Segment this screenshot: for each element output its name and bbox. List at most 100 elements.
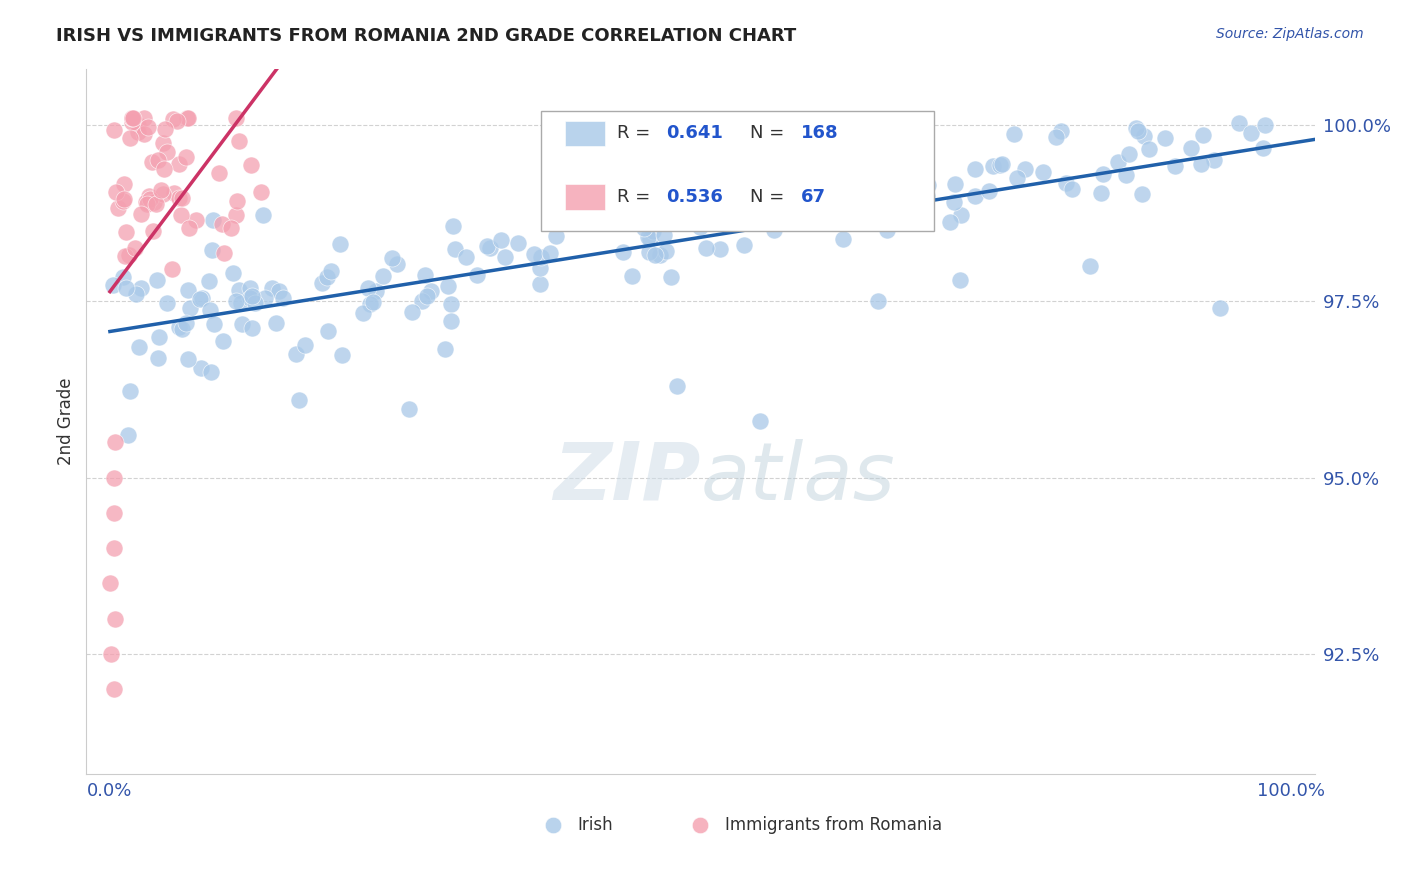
- Point: [1054, 176, 1077, 190]
- Point: [228, 283, 250, 297]
- Point: [762, 222, 785, 236]
- Point: [949, 208, 972, 222]
- Point: [169, 191, 191, 205]
- Point: [101, 277, 124, 292]
- Point: [832, 232, 855, 246]
- Point: [411, 293, 433, 308]
- Point: [172, 322, 194, 336]
- Point: [981, 159, 1004, 173]
- Point: [655, 244, 678, 258]
- Point: [228, 134, 250, 148]
- Point: [152, 136, 174, 151]
- Point: [454, 250, 477, 264]
- Point: [437, 279, 460, 293]
- Point: [1014, 161, 1036, 176]
- Point: [724, 199, 747, 213]
- Point: [652, 228, 675, 243]
- Point: [949, 273, 972, 287]
- Point: [943, 177, 966, 191]
- Text: N =: N =: [749, 188, 790, 206]
- Point: [977, 185, 1000, 199]
- Point: [176, 111, 198, 125]
- Point: [546, 228, 568, 243]
- Text: 168: 168: [801, 124, 839, 143]
- Point: [125, 287, 148, 301]
- Y-axis label: 2nd Grade: 2nd Grade: [58, 377, 75, 465]
- Point: [264, 317, 287, 331]
- Point: [294, 338, 316, 352]
- Point: [489, 233, 512, 247]
- Point: [132, 111, 155, 125]
- Point: [135, 195, 157, 210]
- Point: [112, 177, 135, 191]
- Point: [443, 219, 465, 233]
- Point: [225, 112, 247, 126]
- Point: [120, 130, 142, 145]
- Point: [138, 120, 160, 135]
- Point: [149, 183, 172, 197]
- Point: [316, 324, 339, 338]
- Point: [939, 215, 962, 229]
- Point: [643, 224, 665, 238]
- Point: [117, 427, 139, 442]
- Point: [529, 261, 551, 276]
- Point: [152, 162, 174, 177]
- Point: [128, 340, 150, 354]
- Point: [169, 157, 191, 171]
- Point: [1253, 140, 1275, 154]
- Point: [1209, 301, 1232, 316]
- Point: [170, 208, 193, 222]
- Point: [1202, 153, 1225, 167]
- Point: [239, 291, 262, 305]
- Point: [152, 187, 174, 202]
- Text: atlas: atlas: [700, 439, 896, 516]
- Point: [103, 506, 125, 520]
- Point: [225, 208, 247, 222]
- Point: [866, 294, 889, 309]
- Point: [420, 284, 443, 298]
- Point: [239, 280, 262, 294]
- Point: [1107, 155, 1129, 169]
- Point: [479, 242, 502, 256]
- Point: [285, 347, 308, 361]
- Point: [179, 301, 201, 316]
- Text: R =: R =: [617, 124, 657, 143]
- Point: [170, 191, 193, 205]
- Point: [190, 291, 212, 305]
- Point: [709, 242, 731, 256]
- Point: [121, 111, 143, 125]
- Point: [254, 291, 277, 305]
- Point: [117, 248, 139, 262]
- Point: [1090, 186, 1112, 200]
- Point: [523, 247, 546, 261]
- Point: [135, 197, 157, 211]
- Point: [875, 179, 897, 194]
- Point: [269, 285, 291, 299]
- Point: [329, 236, 352, 251]
- Point: [224, 293, 246, 308]
- Point: [963, 189, 986, 203]
- Point: [104, 435, 127, 450]
- Point: [142, 224, 165, 238]
- Point: [359, 297, 381, 311]
- Point: [184, 212, 207, 227]
- Point: [695, 241, 717, 255]
- Point: [648, 248, 671, 262]
- Point: [1253, 118, 1275, 132]
- Point: [98, 576, 121, 591]
- Point: [250, 186, 273, 200]
- Point: [1050, 124, 1073, 138]
- Point: [1189, 157, 1212, 171]
- Point: [155, 122, 177, 136]
- Point: [330, 348, 353, 362]
- Text: 67: 67: [801, 188, 827, 206]
- Point: [174, 149, 197, 163]
- Point: [219, 221, 242, 235]
- Point: [242, 321, 264, 335]
- Point: [177, 351, 200, 366]
- Point: [103, 682, 125, 697]
- Point: [121, 111, 143, 125]
- Point: [156, 296, 179, 310]
- Point: [440, 314, 463, 328]
- Text: Source: ZipAtlas.com: Source: ZipAtlas.com: [1216, 27, 1364, 41]
